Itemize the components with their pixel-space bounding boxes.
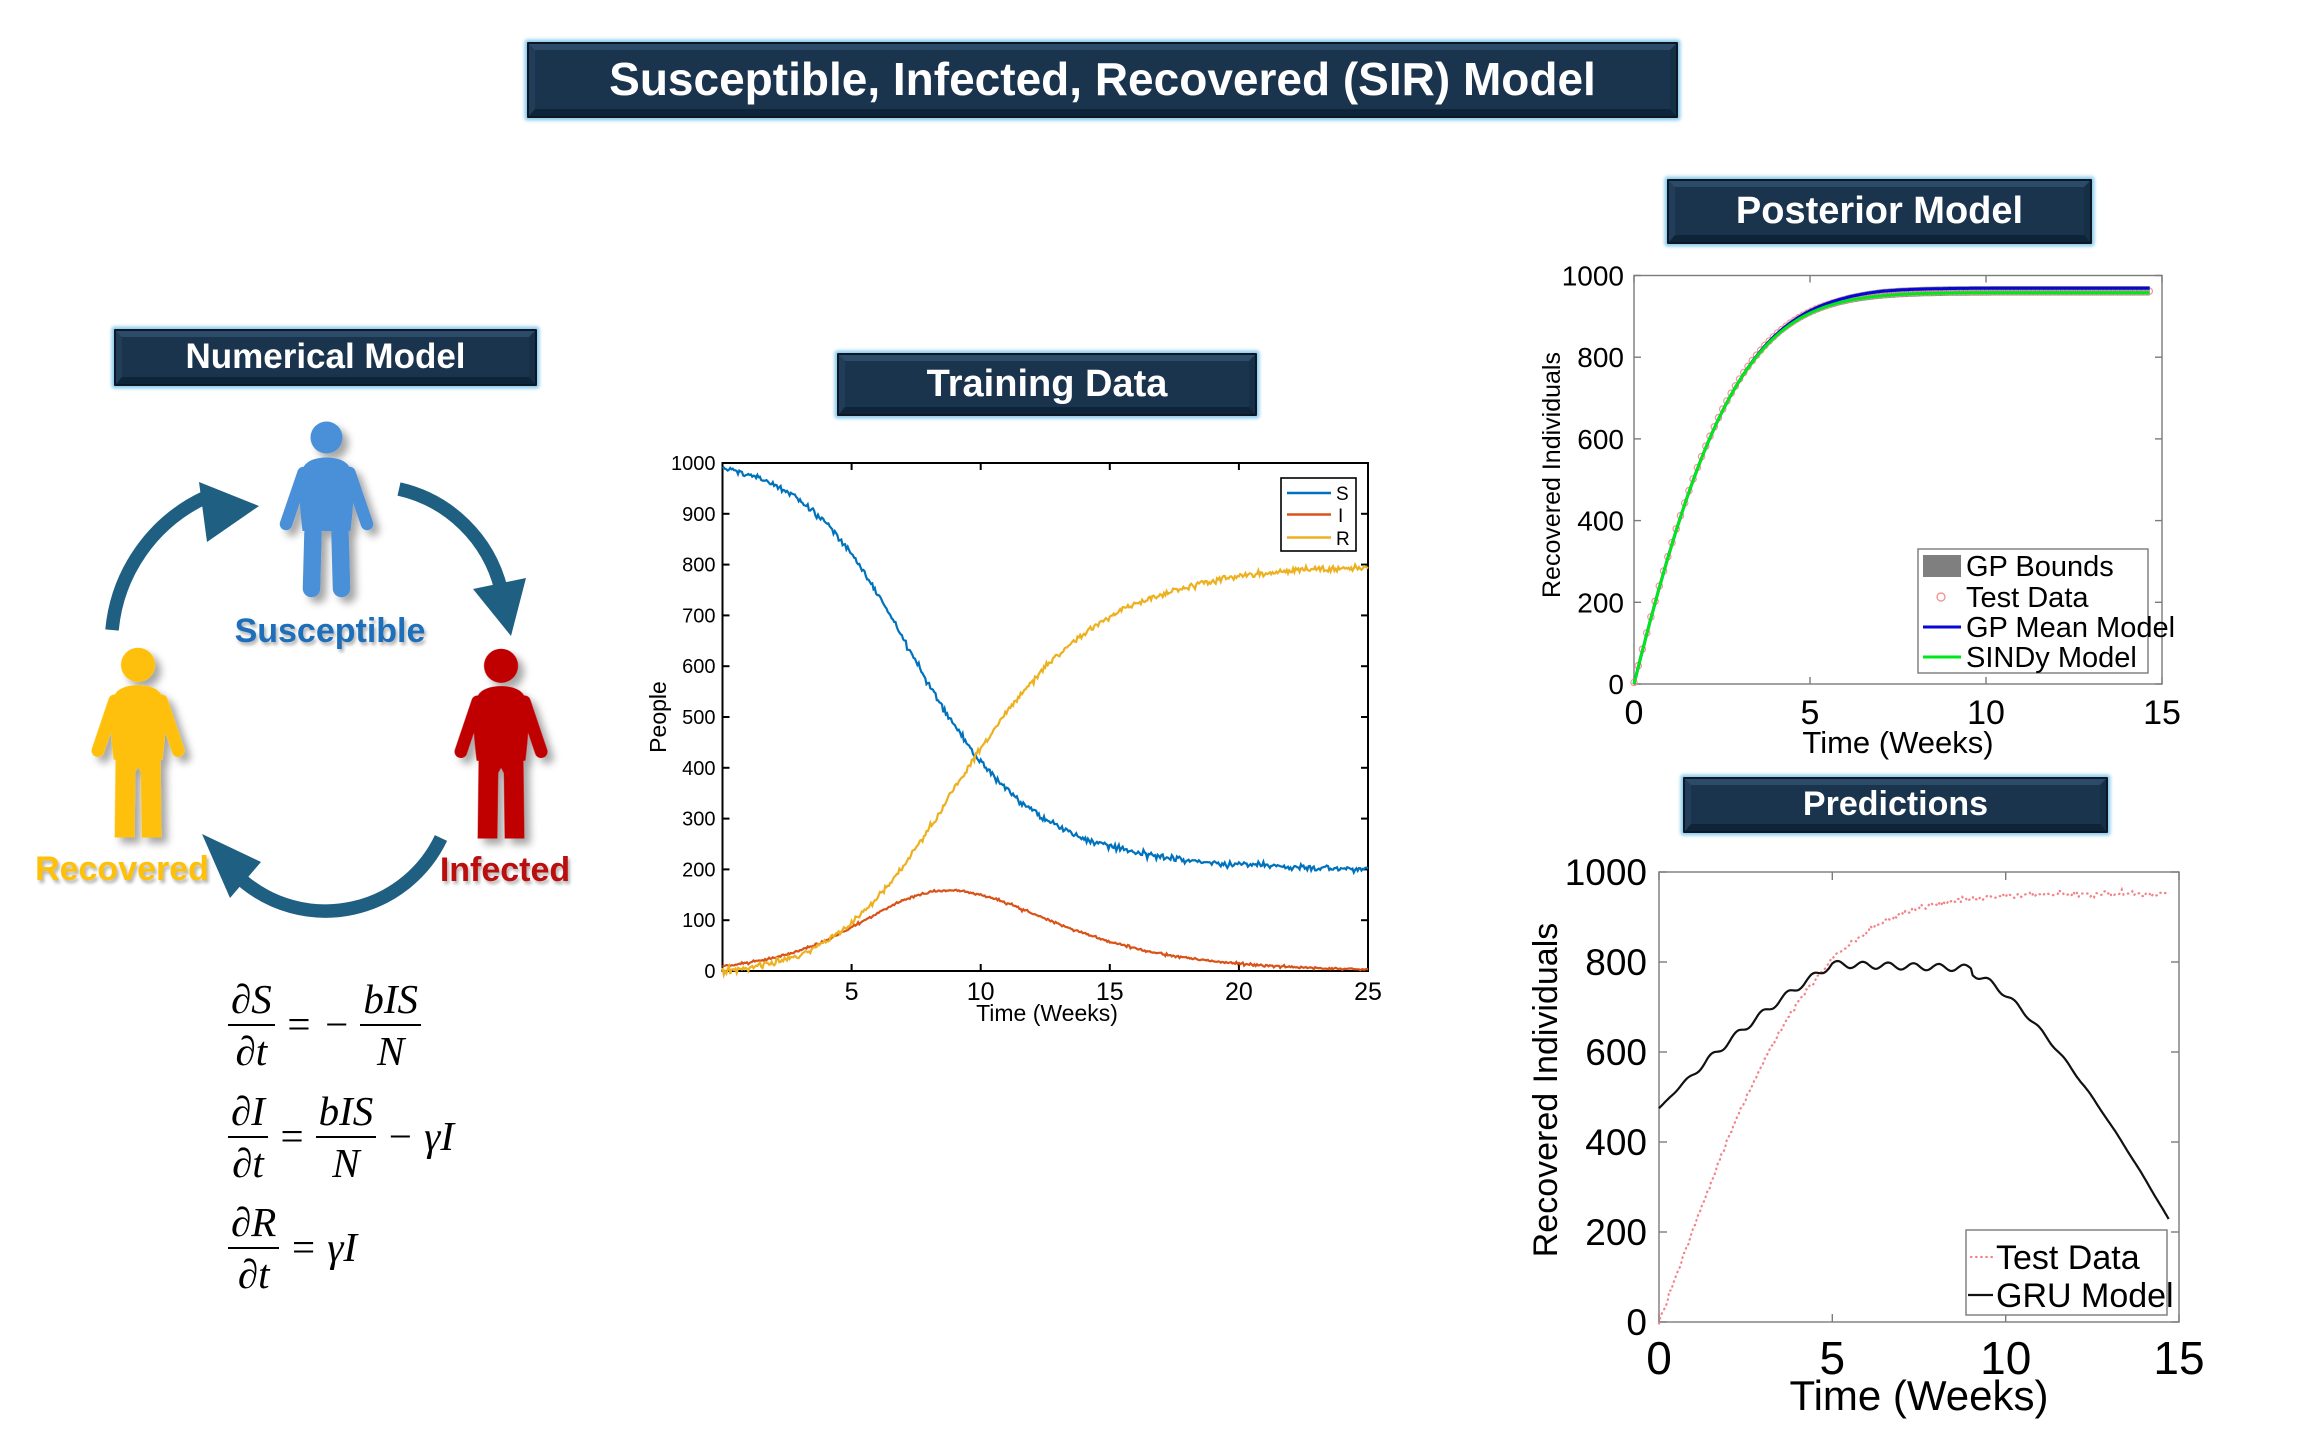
svg-text:0: 0 bbox=[1608, 669, 1624, 700]
svg-text:Time (Weeks): Time (Weeks) bbox=[1802, 725, 1993, 760]
svg-text:10: 10 bbox=[967, 978, 995, 1006]
svg-text:15: 15 bbox=[1096, 978, 1124, 1006]
svg-text:5: 5 bbox=[845, 978, 859, 1006]
svg-text:Time (Weeks): Time (Weeks) bbox=[976, 1000, 1118, 1026]
svg-text:GP Bounds: GP Bounds bbox=[1966, 551, 2114, 583]
svg-text:GP Mean Model: GP Mean Model bbox=[1966, 612, 2175, 644]
svg-text:Test Data: Test Data bbox=[1996, 1239, 2140, 1277]
svg-text:Recovered Individuals: Recovered Individuals bbox=[1538, 352, 1566, 598]
svg-text:200: 200 bbox=[682, 859, 715, 881]
svg-text:15: 15 bbox=[2143, 694, 2181, 732]
svg-text:0: 0 bbox=[704, 961, 715, 983]
svg-text:300: 300 bbox=[682, 809, 715, 831]
svg-text:People: People bbox=[645, 681, 671, 753]
svg-text:500: 500 bbox=[682, 707, 715, 729]
svg-text:10: 10 bbox=[1980, 1332, 2031, 1384]
svg-text:100: 100 bbox=[682, 910, 715, 932]
svg-text:SINDy Model: SINDy Model bbox=[1966, 642, 2137, 674]
svg-text:I: I bbox=[1338, 506, 1343, 527]
svg-text:800: 800 bbox=[682, 555, 715, 577]
svg-text:400: 400 bbox=[682, 758, 715, 780]
svg-text:1000: 1000 bbox=[1565, 852, 1647, 893]
svg-text:600: 600 bbox=[1585, 1032, 1647, 1073]
svg-text:600: 600 bbox=[682, 656, 715, 678]
svg-text:10: 10 bbox=[1967, 694, 2005, 732]
svg-text:5: 5 bbox=[1801, 694, 1820, 732]
svg-text:1000: 1000 bbox=[671, 453, 716, 475]
svg-text:5: 5 bbox=[1820, 1332, 1846, 1384]
svg-text:R: R bbox=[1336, 529, 1350, 550]
svg-text:200: 200 bbox=[1577, 587, 1624, 618]
svg-text:600: 600 bbox=[1577, 424, 1624, 455]
svg-text:0: 0 bbox=[1625, 694, 1644, 732]
svg-text:800: 800 bbox=[1585, 942, 1647, 983]
svg-text:200: 200 bbox=[1585, 1212, 1647, 1253]
svg-text:800: 800 bbox=[1577, 342, 1624, 373]
svg-text:Test Data: Test Data bbox=[1966, 582, 2089, 614]
svg-text:20: 20 bbox=[1225, 978, 1253, 1006]
svg-text:900: 900 bbox=[682, 504, 715, 526]
svg-text:GRU Model: GRU Model bbox=[1996, 1277, 2174, 1315]
svg-text:25: 25 bbox=[1354, 978, 1382, 1006]
svg-text:400: 400 bbox=[1577, 506, 1624, 537]
svg-text:700: 700 bbox=[682, 605, 715, 627]
svg-text:Time (Weeks): Time (Weeks) bbox=[1789, 1372, 2048, 1419]
svg-text:0: 0 bbox=[1626, 1302, 1647, 1343]
svg-text:Recovered Individuals: Recovered Individuals bbox=[1527, 923, 1565, 1258]
svg-text:0: 0 bbox=[1646, 1332, 1672, 1384]
svg-text:1000: 1000 bbox=[1562, 261, 1624, 292]
svg-text:400: 400 bbox=[1585, 1122, 1647, 1163]
svg-text:15: 15 bbox=[2153, 1332, 2204, 1384]
svg-text:S: S bbox=[1336, 484, 1349, 505]
